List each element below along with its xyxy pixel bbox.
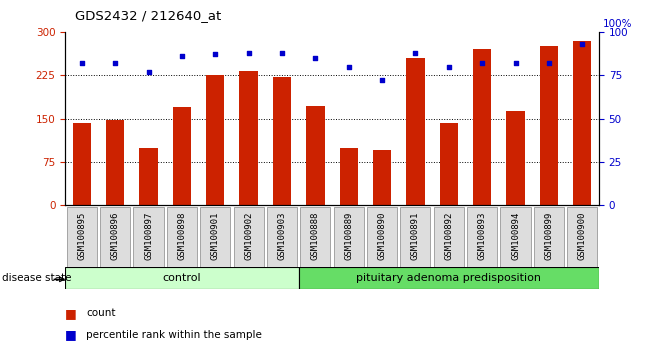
Point bbox=[477, 60, 488, 66]
Text: GSM100894: GSM100894 bbox=[511, 212, 520, 261]
Point bbox=[544, 60, 554, 66]
Point bbox=[344, 64, 354, 69]
Bar bbox=[306, 106, 324, 205]
FancyBboxPatch shape bbox=[434, 207, 464, 267]
Bar bbox=[240, 70, 258, 205]
Bar bbox=[473, 49, 492, 205]
Bar bbox=[506, 111, 525, 205]
Text: GSM100890: GSM100890 bbox=[378, 212, 387, 261]
Point bbox=[143, 69, 154, 75]
Point bbox=[377, 78, 387, 83]
FancyBboxPatch shape bbox=[133, 207, 163, 267]
Text: GSM100900: GSM100900 bbox=[577, 212, 587, 261]
FancyBboxPatch shape bbox=[299, 267, 599, 289]
FancyBboxPatch shape bbox=[334, 207, 364, 267]
Point bbox=[176, 53, 187, 59]
FancyBboxPatch shape bbox=[501, 207, 531, 267]
Point bbox=[210, 52, 221, 57]
Bar bbox=[373, 150, 391, 205]
Bar bbox=[139, 148, 158, 205]
FancyBboxPatch shape bbox=[300, 207, 330, 267]
Text: GSM100902: GSM100902 bbox=[244, 212, 253, 261]
FancyBboxPatch shape bbox=[65, 267, 299, 289]
Text: count: count bbox=[86, 308, 115, 318]
FancyBboxPatch shape bbox=[100, 207, 130, 267]
Bar bbox=[106, 120, 124, 205]
Text: GSM100891: GSM100891 bbox=[411, 212, 420, 261]
FancyBboxPatch shape bbox=[400, 207, 430, 267]
Bar bbox=[206, 75, 225, 205]
Bar bbox=[73, 122, 91, 205]
Text: GSM100897: GSM100897 bbox=[144, 212, 153, 261]
FancyBboxPatch shape bbox=[367, 207, 397, 267]
FancyBboxPatch shape bbox=[234, 207, 264, 267]
Point bbox=[243, 50, 254, 56]
Text: control: control bbox=[163, 273, 201, 282]
Bar bbox=[439, 122, 458, 205]
Text: disease state: disease state bbox=[2, 273, 72, 283]
Text: GSM100892: GSM100892 bbox=[444, 212, 453, 261]
Bar bbox=[406, 58, 424, 205]
Point bbox=[277, 50, 287, 56]
Bar bbox=[540, 46, 558, 205]
Text: ■: ■ bbox=[65, 307, 77, 320]
Point bbox=[510, 60, 521, 66]
FancyBboxPatch shape bbox=[67, 207, 97, 267]
FancyBboxPatch shape bbox=[201, 207, 230, 267]
Point bbox=[77, 60, 87, 66]
FancyBboxPatch shape bbox=[534, 207, 564, 267]
FancyBboxPatch shape bbox=[467, 207, 497, 267]
Text: GSM100901: GSM100901 bbox=[211, 212, 220, 261]
Bar bbox=[573, 41, 591, 205]
Text: GSM100898: GSM100898 bbox=[177, 212, 186, 261]
Text: ■: ■ bbox=[65, 328, 77, 341]
Text: GSM100903: GSM100903 bbox=[277, 212, 286, 261]
Text: percentile rank within the sample: percentile rank within the sample bbox=[86, 330, 262, 339]
Point bbox=[110, 60, 120, 66]
Text: GSM100889: GSM100889 bbox=[344, 212, 353, 261]
FancyBboxPatch shape bbox=[167, 207, 197, 267]
FancyBboxPatch shape bbox=[267, 207, 297, 267]
Point bbox=[443, 64, 454, 69]
Point bbox=[410, 50, 421, 56]
Point bbox=[577, 41, 587, 47]
Text: GSM100895: GSM100895 bbox=[77, 212, 87, 261]
Text: 100%: 100% bbox=[603, 19, 633, 29]
Bar bbox=[173, 107, 191, 205]
Bar bbox=[340, 148, 358, 205]
Text: GDS2432 / 212640_at: GDS2432 / 212640_at bbox=[75, 9, 221, 22]
Text: GSM100888: GSM100888 bbox=[311, 212, 320, 261]
Bar bbox=[273, 77, 291, 205]
Text: pituitary adenoma predisposition: pituitary adenoma predisposition bbox=[356, 273, 541, 282]
Point bbox=[310, 55, 320, 61]
FancyBboxPatch shape bbox=[567, 207, 597, 267]
Text: GSM100899: GSM100899 bbox=[544, 212, 553, 261]
Text: GSM100893: GSM100893 bbox=[478, 212, 487, 261]
Text: GSM100896: GSM100896 bbox=[111, 212, 120, 261]
